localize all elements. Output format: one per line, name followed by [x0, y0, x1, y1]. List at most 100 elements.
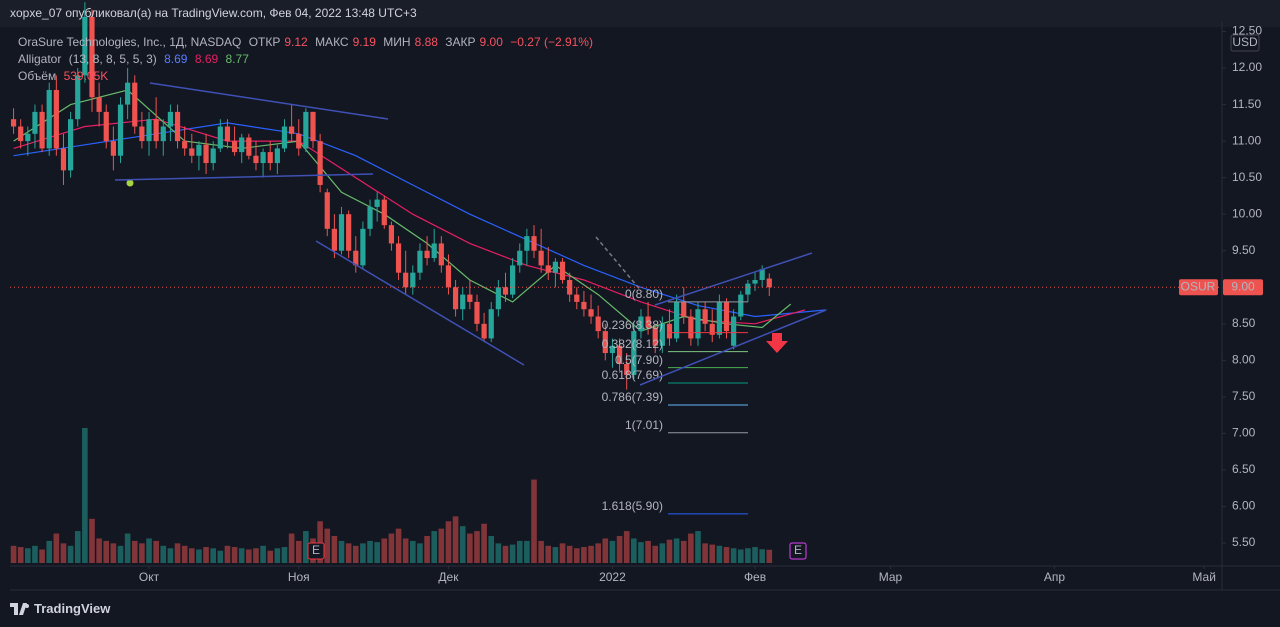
volume-bar [381, 538, 388, 563]
volume-bar [345, 543, 352, 563]
candle-body [574, 294, 580, 302]
volume-bar [759, 549, 765, 563]
volume-bar [60, 543, 67, 563]
candle-body [167, 111, 174, 127]
candle-body [524, 236, 530, 251]
candle-body [581, 301, 587, 310]
volume-bar [317, 521, 323, 563]
candle-body [424, 250, 430, 259]
y-tick-label: 6.50 [1232, 462, 1256, 476]
ohlc-key: МАКС [315, 35, 349, 49]
currency-box [1230, 34, 1260, 52]
volume-bar [616, 536, 623, 563]
x-tick-label: Апр [1044, 570, 1066, 584]
alligator-line [13, 118, 806, 325]
volume-bar [402, 538, 409, 563]
volume-bar [445, 521, 452, 563]
volume-bar [139, 543, 145, 563]
candle-body [609, 345, 616, 354]
x-tick-label: Ноя [288, 570, 310, 584]
candle-body [75, 75, 81, 120]
down-arrow [766, 333, 788, 353]
y-tick-label: 6.00 [1232, 499, 1256, 513]
candle-body [510, 265, 516, 295]
volume-bar [745, 548, 751, 563]
volume-bar [716, 545, 723, 563]
volume-bar [581, 547, 587, 563]
volume-bar [488, 536, 495, 563]
volume-bar [623, 531, 630, 563]
volume-bar [117, 545, 124, 563]
volume-bar [452, 516, 459, 563]
candle-body [495, 287, 501, 310]
volume-bar [645, 540, 651, 563]
volume-bar [10, 545, 17, 563]
event-label: E [794, 543, 802, 557]
volume-bar [82, 428, 88, 563]
candle-body [82, 16, 88, 76]
candle-body [716, 301, 722, 335]
brand: TradingView [34, 601, 111, 616]
candle-body [403, 272, 409, 288]
candle-body [353, 250, 359, 266]
candle-body [296, 133, 302, 149]
candle-body [32, 111, 38, 134]
alligator-line [13, 89, 792, 332]
fib-label: 1(7.01) [625, 418, 663, 432]
volume-bar [666, 539, 673, 563]
indicator-value: 8.69 [194, 52, 219, 66]
volume-bar [737, 549, 744, 563]
candle-body [567, 279, 573, 295]
candle-body [153, 119, 159, 142]
volume-bar [338, 540, 345, 563]
volume-bar [231, 547, 238, 563]
ticker-label: OSUR [1181, 279, 1216, 293]
volume-bar [210, 548, 216, 563]
volume-bar [424, 536, 430, 563]
candle-body [595, 316, 601, 332]
volume-bar [588, 545, 594, 563]
candle-body [68, 119, 74, 171]
candle-body [174, 111, 181, 142]
candle-body [752, 279, 758, 284]
trendlines [114, 82, 827, 386]
candle-body [103, 111, 109, 142]
volume-bar [324, 528, 331, 563]
change: −0.27 (−2.91%) [510, 35, 593, 49]
volume-bar [246, 549, 252, 563]
volume-bar [459, 526, 466, 563]
candle-body [445, 265, 452, 288]
volume-bar [638, 542, 644, 563]
volume-bar [709, 544, 716, 563]
candle-body [695, 309, 701, 339]
volume-bar [153, 540, 159, 563]
candle-body [60, 148, 67, 171]
candle-body [388, 225, 395, 244]
event-label: E [312, 543, 320, 557]
volume-bar [388, 533, 395, 563]
candle-body [766, 278, 772, 288]
ohlc-key: ЗАКР [445, 35, 476, 49]
volume-bar [602, 538, 609, 563]
volume-bar [167, 548, 174, 563]
legend-symbol: OraSure Technologies, Inc., 1Д, NASDAQ О… [18, 35, 597, 49]
trendline [149, 82, 389, 120]
candle-body [645, 316, 651, 328]
candle-body [731, 316, 737, 346]
y-tick-label: 8.00 [1232, 353, 1256, 367]
candle-body [417, 250, 423, 273]
y-tick-label: 10.00 [1232, 206, 1262, 220]
volume-bar [146, 538, 152, 563]
candle-body [360, 228, 366, 266]
candle-body [210, 148, 216, 164]
candle-body [723, 301, 730, 332]
volume-bar [502, 545, 509, 563]
volume-bar [267, 550, 274, 563]
fib-trend [595, 236, 643, 293]
volume-bar [352, 545, 359, 563]
volume-bar [730, 548, 737, 563]
alligator-line [13, 122, 827, 318]
ticker-box [1179, 279, 1218, 296]
candle-body [410, 272, 416, 288]
